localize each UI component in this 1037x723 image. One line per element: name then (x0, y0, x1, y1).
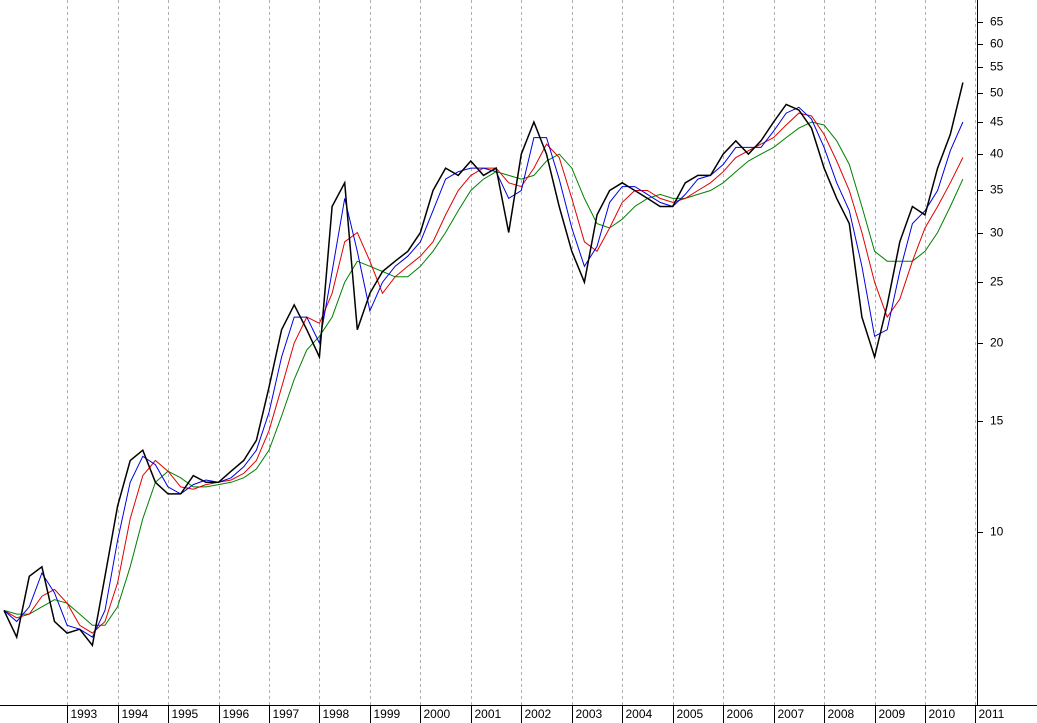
price-line (3, 121, 964, 626)
x-tick-label: 1996 (223, 707, 250, 721)
x-tick-label: 1997 (273, 707, 300, 721)
y-tick-label: 55 (990, 60, 1004, 74)
x-tick-label: 2010 (929, 707, 956, 721)
y-tick-label: 30 (990, 226, 1004, 240)
x-tick-label: 2000 (424, 707, 451, 721)
x-tick-label: 2001 (475, 707, 502, 721)
y-tick-label: 65 (990, 15, 1004, 29)
x-tick-label: 2007 (778, 707, 805, 721)
y-tick-label: 20 (990, 336, 1004, 350)
y-tick-label: 25 (990, 275, 1004, 289)
x-tick-label: 1998 (323, 707, 350, 721)
x-tick-label: 1995 (172, 707, 199, 721)
y-tick-label: 35 (990, 183, 1004, 197)
price-line (3, 82, 964, 648)
x-tick-label: 2002 (525, 707, 552, 721)
price-line (3, 106, 964, 638)
y-tick-label: 45 (990, 115, 1004, 129)
x-tick-label: 2011 (979, 707, 1005, 721)
x-tick-label: 1999 (374, 707, 401, 721)
y-tick-label: 15 (990, 414, 1004, 428)
x-tick-label: 1993 (71, 707, 98, 721)
y-tick-label: 50 (990, 86, 1004, 100)
y-tick-label: 40 (990, 147, 1004, 161)
x-tick-label: 2008 (828, 707, 855, 721)
x-tick-label: 2003 (576, 707, 603, 721)
y-tick-label: 60 (990, 37, 1004, 51)
x-tick-label: 1994 (122, 707, 149, 721)
x-tick-label: 2004 (626, 707, 653, 721)
x-tick-label: 2006 (727, 707, 754, 721)
x-tick-label: 2005 (677, 707, 704, 721)
x-tick-label: 2009 (879, 707, 906, 721)
y-tick-label: 10 (990, 525, 1004, 539)
